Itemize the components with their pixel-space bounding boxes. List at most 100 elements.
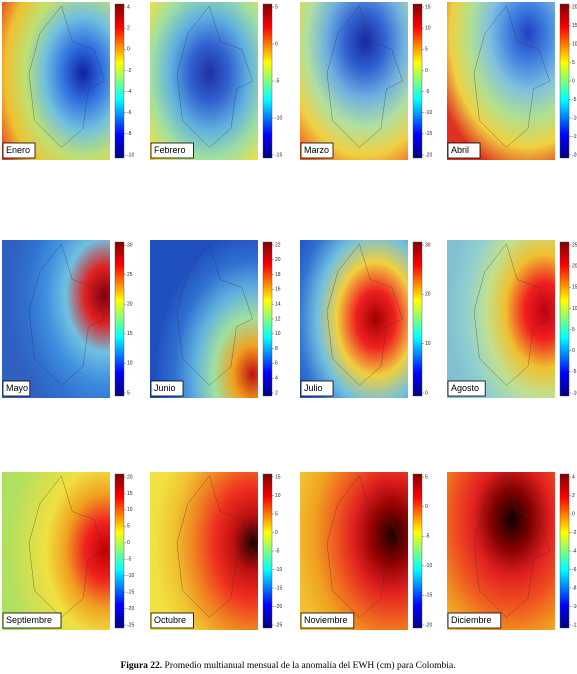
colorbar-tick-label: 0 bbox=[425, 504, 428, 510]
colorbar-tick-label: -5 bbox=[425, 534, 430, 540]
colorbar-tick-label: 5 bbox=[425, 47, 428, 53]
colorbar-tick-label: 20 bbox=[572, 263, 577, 269]
colorbar-tick-label: 0 bbox=[425, 390, 428, 396]
colorbar-tick-label: -6 bbox=[127, 110, 132, 116]
colorbar-tick-label: -6 bbox=[572, 567, 577, 573]
colorbar-tick-label: 4 bbox=[275, 376, 278, 382]
panel: Abril 20 15 10 5 0 -5 -10 -15 -20 bbox=[447, 2, 577, 160]
colorbar-tick-label: 5 bbox=[425, 474, 428, 480]
heatmap bbox=[447, 2, 555, 160]
colorbar-tick-label: -5 bbox=[275, 78, 280, 84]
colorbar-tick-label: 10 bbox=[425, 341, 431, 347]
colorbar-tick-label: 6 bbox=[275, 361, 278, 367]
colorbar-tick-label: 0 bbox=[275, 41, 278, 47]
colorbar-tick-label: -15 bbox=[572, 134, 577, 140]
colorbar-tick-label: -5 bbox=[127, 557, 132, 563]
label-box bbox=[447, 380, 486, 397]
country-outline bbox=[326, 243, 403, 386]
colorbar-tick-label: -25 bbox=[127, 622, 134, 628]
label-box bbox=[300, 380, 334, 397]
label-box bbox=[150, 142, 194, 159]
colorbar bbox=[559, 473, 570, 629]
colorbar-tick-label: 0 bbox=[127, 540, 130, 546]
label-box bbox=[2, 380, 31, 397]
colorbar-tick-label: 0 bbox=[127, 47, 130, 53]
colorbar-tick-label: 20 bbox=[127, 474, 133, 480]
colorbar-tick-label: 0 bbox=[572, 511, 575, 517]
colorbar bbox=[262, 3, 273, 159]
country-outline bbox=[28, 5, 105, 148]
colorbar-tick-label: 8 bbox=[275, 346, 278, 352]
colorbar-tick-label: -12 bbox=[572, 622, 577, 628]
colorbar bbox=[114, 3, 125, 159]
heatmap bbox=[150, 2, 258, 160]
colorbar-tick-label: 22 bbox=[275, 242, 281, 248]
panel: Enero 4 2 0 -2 -4 -6 -8 -10 bbox=[2, 2, 134, 160]
panel: Junio 22 20 18 16 14 12 10 8 6 4 2 bbox=[150, 240, 281, 398]
country-outline bbox=[28, 475, 105, 618]
colorbar-tick-label: -20 bbox=[425, 622, 432, 628]
colorbar-tick-label: -5 bbox=[425, 89, 430, 95]
colorbar-tick-label: 0 bbox=[572, 78, 575, 84]
colorbar-tick-label: 18 bbox=[275, 272, 281, 278]
colorbar-tick-label: -15 bbox=[275, 152, 282, 158]
heatmap bbox=[300, 472, 408, 630]
label-box bbox=[447, 612, 502, 629]
colorbar-tick-label: 4 bbox=[127, 4, 130, 10]
heatmap bbox=[447, 472, 555, 630]
colorbar-tick-label: -25 bbox=[275, 622, 282, 628]
heatmap bbox=[300, 2, 408, 160]
colorbar bbox=[114, 241, 125, 397]
label-box bbox=[150, 380, 184, 397]
panel-label: Abril bbox=[451, 145, 469, 155]
colorbar-tick-label: -5 bbox=[275, 548, 280, 554]
colorbar-tick-label: 5 bbox=[572, 327, 575, 333]
colorbar-tick-label: -10 bbox=[127, 152, 134, 158]
colorbar-tick-label: -4 bbox=[127, 89, 132, 95]
panel-label: Septiembre bbox=[6, 615, 52, 625]
country-outline bbox=[326, 5, 403, 148]
colorbar-tick-label: -15 bbox=[425, 593, 432, 599]
panel: Diciembre 4 2 0 -2 -4 -6 -8 -10 -12 bbox=[447, 472, 577, 630]
panel-label: Agosto bbox=[451, 383, 479, 393]
country-outline bbox=[473, 475, 550, 618]
colorbar-tick-label: 4 bbox=[572, 474, 575, 480]
country-outline bbox=[176, 243, 253, 386]
panel: Julio 30 20 10 0 bbox=[300, 240, 431, 398]
panel: Septiembre 20 15 10 5 0 -5 -10 -15 -20 -25 bbox=[2, 472, 134, 630]
colorbar-tick-label: 16 bbox=[275, 287, 281, 293]
panel-label: Julio bbox=[304, 383, 323, 393]
colorbar-tick-label: 5 bbox=[275, 4, 278, 10]
colorbar-tick-label: 10 bbox=[127, 507, 133, 513]
colorbar-tick-label: -2 bbox=[127, 68, 132, 74]
country-outline bbox=[176, 475, 253, 618]
colorbar-tick-label: 5 bbox=[127, 524, 130, 530]
colorbar-tick-label: 2 bbox=[275, 390, 278, 396]
colorbar-tick-label: 10 bbox=[572, 41, 577, 47]
colorbar-tick-label: 2 bbox=[127, 25, 130, 31]
colorbar-tick-label: -2 bbox=[572, 530, 577, 536]
colorbar-tick-label: 20 bbox=[572, 4, 577, 10]
colorbar-tick-label: 30 bbox=[127, 242, 133, 248]
panel-label: Enero bbox=[6, 145, 30, 155]
colorbar-tick-label: -10 bbox=[275, 115, 282, 121]
colorbar-tick-label: 20 bbox=[127, 302, 133, 308]
panel-label: Octubre bbox=[154, 615, 186, 625]
panel: Mayo 30 25 20 15 10 5 bbox=[2, 240, 133, 398]
panel-label: Marzo bbox=[304, 145, 329, 155]
colorbar-tick-label: -4 bbox=[572, 548, 577, 554]
colorbar-tick-label: 2 bbox=[572, 493, 575, 499]
colorbar-tick-label: 15 bbox=[275, 474, 281, 480]
label-box bbox=[447, 142, 481, 159]
colorbar-tick-label: 15 bbox=[127, 491, 133, 497]
label-box bbox=[2, 142, 36, 159]
panel: Agosto 25 20 15 10 5 0 -5 -10 bbox=[447, 240, 577, 398]
colorbar-tick-label: 14 bbox=[275, 302, 281, 308]
colorbar-tick-label: 15 bbox=[425, 4, 431, 10]
colorbar-tick-label: 30 bbox=[425, 242, 431, 248]
colorbar-tick-label: 10 bbox=[572, 306, 577, 312]
heatmap bbox=[300, 240, 408, 398]
colorbar-tick-label: -15 bbox=[127, 589, 134, 595]
colorbar-tick-label: -20 bbox=[127, 606, 134, 612]
